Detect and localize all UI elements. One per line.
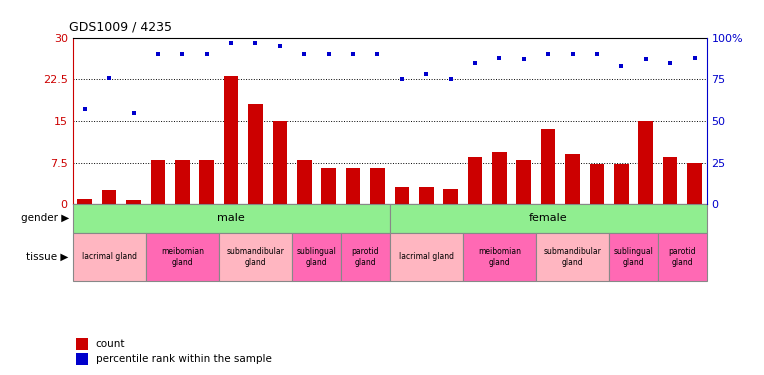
Bar [468,157,482,204]
Point [298,51,310,57]
Bar [151,160,165,204]
Point [445,76,457,82]
Point [615,63,627,69]
Text: sublingual
gland: sublingual gland [613,247,653,267]
Bar [146,232,219,281]
Point [396,76,408,82]
Point [566,51,578,57]
Bar [219,232,292,281]
Point [664,60,676,66]
Text: percentile rank within the sample: percentile rank within the sample [96,354,271,364]
Bar [609,232,658,281]
Bar [199,160,214,204]
Point [322,51,335,57]
Text: submandibular
gland: submandibular gland [227,247,284,267]
Bar [590,164,604,204]
Point [274,43,286,49]
Bar [639,121,653,204]
Point [347,51,359,57]
Bar [536,232,609,281]
Text: lacrimal gland: lacrimal gland [399,252,454,261]
Point [79,106,91,112]
Bar [565,154,580,204]
Text: gender ▶: gender ▶ [21,213,69,223]
Bar [663,157,678,204]
Bar [658,232,707,281]
Point [518,56,530,62]
Bar [102,190,116,204]
Point [639,56,652,62]
Bar [248,104,263,204]
Point [469,60,481,66]
Bar [126,201,141,204]
Bar [322,168,336,204]
Text: parotid
gland: parotid gland [668,247,696,267]
Point [420,71,432,77]
Bar [224,76,238,204]
Bar [394,187,410,204]
Text: GDS1009 / 4235: GDS1009 / 4235 [69,21,172,34]
Text: tissue ▶: tissue ▶ [27,252,69,262]
Bar [541,129,555,204]
Point [249,39,261,45]
Bar [516,160,531,204]
Point [176,51,189,57]
Point [494,54,506,60]
Text: count: count [96,339,125,349]
Text: meibomian
gland: meibomian gland [161,247,204,267]
Point [688,54,701,60]
Text: lacrimal gland: lacrimal gland [82,252,137,261]
Bar [76,338,88,350]
Bar [687,163,702,204]
Bar [273,121,287,204]
Text: parotid
gland: parotid gland [351,247,379,267]
Bar [341,232,390,281]
Point [103,75,115,81]
Bar [390,232,463,281]
Point [371,51,384,57]
Bar [346,168,361,204]
Bar [76,353,88,365]
Bar [419,187,433,204]
Bar [463,232,536,281]
Point [591,51,603,57]
Bar [73,204,390,232]
Point [128,110,140,116]
Bar [73,232,146,281]
Point [542,51,555,57]
Bar [614,164,629,204]
Text: meibomian
gland: meibomian gland [478,247,521,267]
Text: male: male [217,213,245,223]
Bar [77,199,92,204]
Bar [175,160,189,204]
Bar [297,160,312,204]
Text: sublingual
gland: sublingual gland [296,247,336,267]
Bar [492,152,507,204]
Bar [390,204,707,232]
Bar [292,232,341,281]
Point [152,51,164,57]
Bar [443,189,458,204]
Text: female: female [529,213,568,223]
Point [201,51,213,57]
Bar [370,168,385,204]
Point [225,39,238,45]
Text: submandibular
gland: submandibular gland [544,247,601,267]
